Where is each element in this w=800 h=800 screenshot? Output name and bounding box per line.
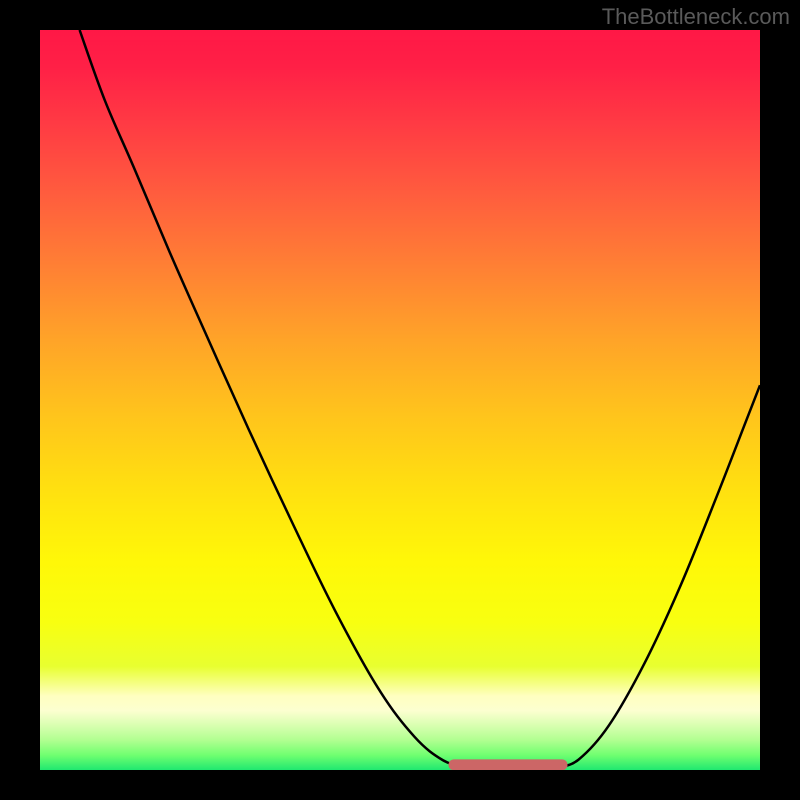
plot-area — [40, 30, 760, 770]
chart-container: TheBottleneck.com — [0, 0, 800, 800]
performance-curve-line — [80, 30, 760, 767]
bottleneck-curve — [40, 30, 760, 770]
watermark-text: TheBottleneck.com — [602, 4, 790, 30]
